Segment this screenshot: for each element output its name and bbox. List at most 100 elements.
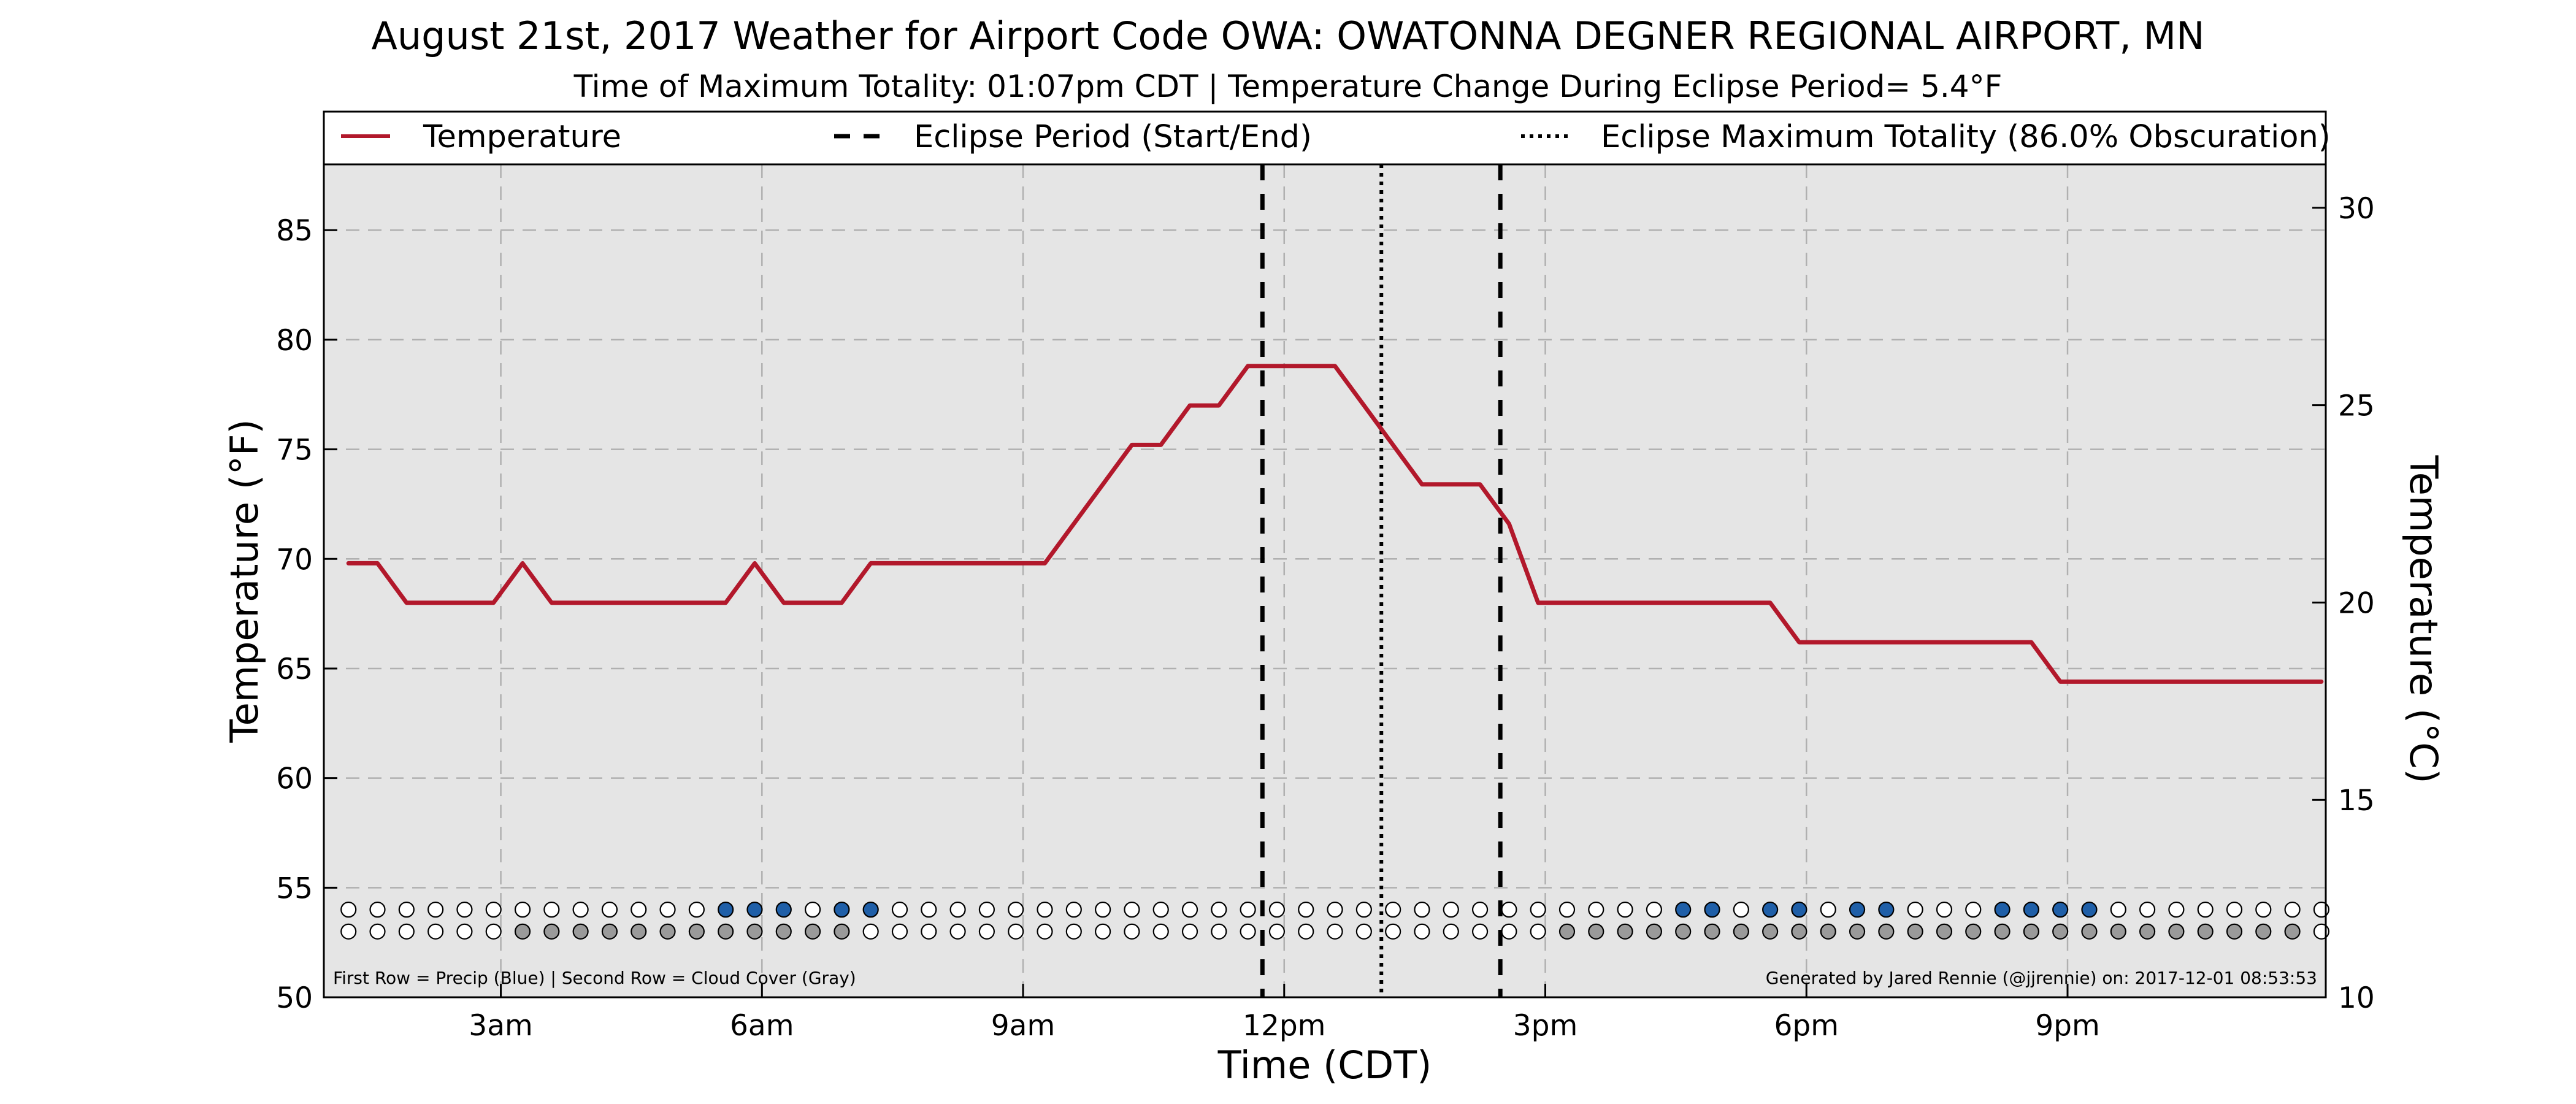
cloud-dot bbox=[1588, 923, 1604, 940]
cloud-dot bbox=[804, 923, 821, 940]
cloud-dot bbox=[1907, 923, 1923, 940]
precip-dot bbox=[862, 901, 879, 918]
cloud-dot bbox=[631, 923, 647, 940]
precip-dot bbox=[1820, 901, 1836, 918]
cloud-dot bbox=[2168, 923, 2185, 940]
cloud-dot bbox=[1065, 923, 1082, 940]
cloud-dot bbox=[978, 923, 995, 940]
cloud-dot bbox=[2284, 923, 2301, 940]
y-tick-label-right: 20 bbox=[2338, 586, 2375, 620]
precip-dot bbox=[978, 901, 995, 918]
precip-dot bbox=[891, 901, 908, 918]
footnote-credit: Generated by Jared Rennie (@jjrennie) on… bbox=[1766, 968, 2317, 988]
cloud-dot bbox=[1558, 923, 1576, 940]
cloud-dot bbox=[718, 923, 734, 940]
legend-label-eclipse-period: Eclipse Period (Start/End) bbox=[914, 119, 1312, 155]
precip-dot bbox=[1181, 901, 1198, 918]
cloud-dot bbox=[1124, 923, 1140, 940]
cloud-dot bbox=[2255, 923, 2272, 940]
cloud-dot bbox=[1298, 923, 1314, 940]
cloud-dot bbox=[485, 923, 502, 940]
precip-dot bbox=[1907, 901, 1923, 918]
cloud-dot bbox=[949, 923, 966, 940]
precip-dot bbox=[949, 901, 966, 918]
precip-dot bbox=[1008, 901, 1024, 918]
cloud-dot bbox=[1733, 923, 1749, 940]
cloud-dot bbox=[1181, 923, 1198, 940]
cloud-dot bbox=[1414, 923, 1430, 940]
cloud-dot bbox=[2226, 923, 2243, 940]
precip-dot bbox=[514, 901, 531, 918]
cloud-dot bbox=[862, 923, 879, 940]
precip-dot bbox=[1065, 901, 1082, 918]
cloud-dot bbox=[1936, 923, 1953, 940]
cloud-dot bbox=[1646, 923, 1663, 940]
precip-dot bbox=[485, 901, 502, 918]
precip-dot bbox=[369, 901, 386, 918]
precip-dot bbox=[2139, 901, 2156, 918]
cloud-dot bbox=[2023, 923, 2039, 940]
y-tick-label-right: 10 bbox=[2338, 981, 2375, 1015]
cloud-dot bbox=[398, 923, 415, 940]
precip-dot bbox=[746, 901, 763, 918]
precip-dot bbox=[1994, 901, 2011, 918]
precip-dot bbox=[1936, 901, 1953, 918]
legend-frame bbox=[323, 110, 2327, 166]
precip-dot bbox=[1443, 901, 1459, 918]
cloud-dot bbox=[1820, 923, 1836, 940]
x-tick-label: 12pm bbox=[1243, 1009, 1325, 1043]
precip-dot bbox=[631, 901, 647, 918]
cloud-dot bbox=[921, 923, 937, 940]
eclipse-markers bbox=[1260, 164, 1503, 997]
precip-dot bbox=[1646, 901, 1663, 918]
cloud-dot bbox=[1878, 923, 1895, 940]
cloud-dot bbox=[775, 923, 792, 940]
precip-dot bbox=[427, 901, 444, 918]
precip-dot bbox=[1704, 901, 1720, 918]
precip-dot bbox=[1558, 901, 1576, 918]
precip-dot bbox=[1327, 901, 1343, 918]
chart-title: August 21st, 2017 Weather for Airport Co… bbox=[371, 13, 2204, 58]
precip-dot bbox=[804, 901, 821, 918]
precip-dot bbox=[1762, 901, 1779, 918]
precip-dot bbox=[921, 901, 937, 918]
cloud-dot bbox=[746, 923, 763, 940]
precip-dot bbox=[2284, 901, 2301, 918]
cloud-dot bbox=[1530, 923, 1546, 940]
precip-dot bbox=[2197, 901, 2214, 918]
cloud-dot bbox=[1355, 923, 1372, 940]
x-tick-label: 9pm bbox=[2035, 1009, 2100, 1043]
precip-dot bbox=[718, 901, 734, 918]
x-tick-label: 9am bbox=[991, 1009, 1056, 1043]
precip-dot bbox=[1965, 901, 1982, 918]
precip-dot bbox=[688, 901, 705, 918]
cloud-dot bbox=[1211, 923, 1227, 940]
y-tick-label-right: 15 bbox=[2338, 784, 2375, 818]
cloud-dot bbox=[1327, 923, 1343, 940]
y-tick-label-left: 60 bbox=[276, 762, 313, 796]
cloud-dot bbox=[572, 923, 589, 940]
precip-dot bbox=[340, 901, 357, 918]
precip-dot bbox=[1124, 901, 1140, 918]
x-tick-label: 6am bbox=[730, 1009, 794, 1043]
precip-dot bbox=[2023, 901, 2039, 918]
cloud-dot bbox=[2052, 923, 2069, 940]
cloud-dot bbox=[891, 923, 908, 940]
chart-subtitle: Time of Maximum Totality: 01:07pm CDT | … bbox=[573, 69, 2003, 104]
cloud-dot bbox=[688, 923, 705, 940]
cloud-dot bbox=[2110, 923, 2126, 940]
precip-dot bbox=[1385, 901, 1401, 918]
precip-dot bbox=[1211, 901, 1227, 918]
cloud-dot bbox=[1471, 923, 1489, 940]
precip-dot bbox=[1878, 901, 1895, 918]
x-tick-label: 3am bbox=[469, 1009, 533, 1043]
precip-dot bbox=[1152, 901, 1169, 918]
footnote-legend: First Row = Precip (Blue) | Second Row =… bbox=[333, 968, 856, 988]
y-tick-label-left: 65 bbox=[276, 653, 313, 686]
precip-dot bbox=[1733, 901, 1749, 918]
y-tick-label-left: 75 bbox=[276, 434, 313, 467]
precip-dot bbox=[1791, 901, 1807, 918]
temperature-line bbox=[346, 364, 2324, 684]
precip-dot bbox=[2255, 901, 2272, 918]
cloud-dot bbox=[601, 923, 618, 940]
